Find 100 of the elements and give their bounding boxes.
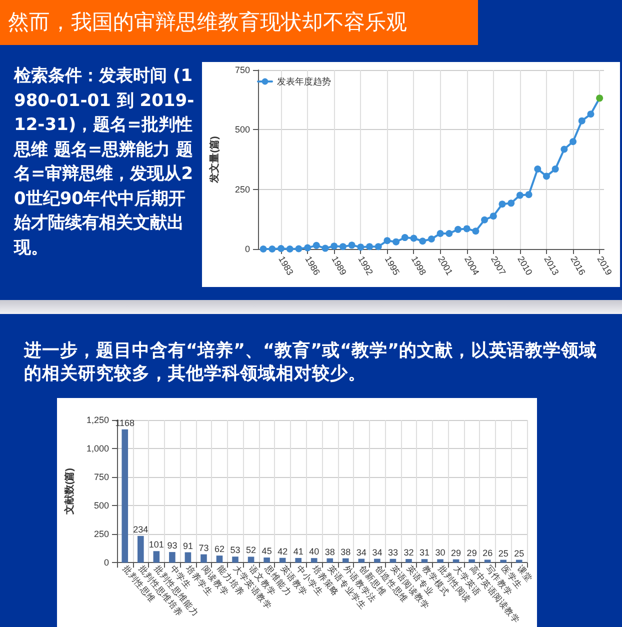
bar: [169, 552, 176, 563]
data-label: 32: [404, 548, 414, 558]
point: [436, 230, 444, 237]
data-label: 26: [482, 548, 493, 558]
point: [498, 200, 506, 208]
bar: [437, 559, 444, 563]
point: [516, 192, 524, 199]
data-label: 33: [388, 547, 398, 558]
point: [286, 246, 294, 252]
point: [322, 244, 329, 252]
bar: [264, 558, 270, 563]
point: [560, 146, 568, 153]
point: [339, 243, 346, 250]
point: [490, 212, 497, 220]
point: [401, 234, 408, 242]
y-axis-title: 文献数(篇): [64, 468, 76, 516]
point: [268, 246, 276, 252]
y-tick-label: 500: [234, 124, 250, 135]
bar: [421, 559, 428, 563]
data-label: 29: [466, 548, 477, 558]
point: [374, 243, 382, 250]
bar: [484, 560, 491, 563]
data-label: 25: [514, 548, 524, 558]
legend-label: 发表年度趋势: [277, 76, 331, 86]
bar: [232, 556, 238, 563]
point: [552, 166, 559, 173]
point: [428, 235, 435, 242]
point: [304, 244, 312, 252]
data-label: 29: [451, 548, 462, 558]
point: [392, 238, 400, 246]
y-axis-title: 发文量(篇): [208, 136, 220, 184]
data-label: 101: [148, 540, 164, 550]
point: [534, 166, 542, 173]
data-label: 38: [340, 546, 351, 557]
point: [481, 216, 488, 224]
point: [570, 138, 577, 146]
y-tick-label: 1,250: [86, 415, 109, 425]
point: [366, 243, 373, 250]
bar: [342, 558, 349, 563]
point: [596, 94, 604, 102]
bar: [248, 556, 254, 563]
point: [446, 230, 453, 237]
bar: [500, 560, 506, 563]
data-label: 41: [293, 546, 304, 556]
bar: [153, 551, 160, 563]
bar: [200, 554, 207, 563]
point: [542, 172, 550, 180]
bar: [468, 559, 475, 563]
bar: [326, 558, 334, 563]
point: [419, 238, 426, 245]
bar: [184, 552, 192, 563]
data-label: 234: [133, 524, 148, 534]
y-tick-label: 750: [234, 65, 250, 75]
chart-title: 进一步，题目中含有“培养”、“教育”或“教学”的文献，以英语教学领域的相关研究较多，其他学科领域相对较少。: [24, 340, 598, 386]
data-label: 31: [419, 548, 430, 558]
bar: [516, 560, 522, 563]
point: [348, 242, 356, 249]
point: [384, 237, 391, 244]
point: [330, 242, 338, 250]
point: [295, 245, 302, 252]
data-label: 62: [214, 544, 225, 554]
data-label: 73: [198, 542, 209, 553]
y-tick-label: 750: [94, 472, 109, 482]
bar: [138, 536, 144, 563]
bar: [406, 559, 412, 563]
text: 检索条件：发表时间 (1980-01-01 到 2019-12-31)，题名=批判性思维 题名=思辨能力 题名=审辩思维，发现从20世纪90年代中后期开始才陆续有相关文献出现。: [14, 65, 196, 260]
point: [278, 245, 285, 252]
point: [525, 191, 532, 198]
bar: [122, 429, 128, 563]
data-label: 53: [230, 545, 240, 556]
data-label: 91: [182, 540, 193, 551]
data-label: 25: [498, 548, 508, 558]
data-label: 45: [262, 546, 272, 556]
y-tick-label: 250: [234, 184, 250, 194]
point: [260, 246, 267, 252]
data-label: 40: [309, 546, 320, 557]
point: [578, 117, 586, 124]
point: [410, 234, 418, 242]
point: [587, 110, 594, 118]
y-tick-label: 500: [94, 500, 109, 511]
data-label: 42: [278, 546, 288, 556]
bar: [374, 558, 380, 563]
bar: [295, 558, 302, 563]
data-label: 30: [435, 548, 446, 558]
y-tick-label: 1,000: [86, 444, 109, 454]
data-label: 38: [324, 546, 335, 557]
point: [508, 200, 515, 207]
bar: [310, 558, 318, 563]
data-label: 34: [356, 547, 366, 558]
chart-title: 然而，我国的审辩思维教育现状却不容乐观: [0, 0, 478, 45]
data-label: 52: [246, 545, 256, 556]
data-label: 34: [372, 547, 382, 558]
data-label: 93: [167, 540, 178, 551]
point: [312, 242, 320, 249]
point: [472, 228, 480, 235]
y-tick-label: 0: [104, 558, 109, 568]
point: [463, 225, 470, 232]
point: [357, 244, 364, 251]
point: [454, 226, 462, 233]
y-tick-label: 250: [94, 529, 109, 540]
